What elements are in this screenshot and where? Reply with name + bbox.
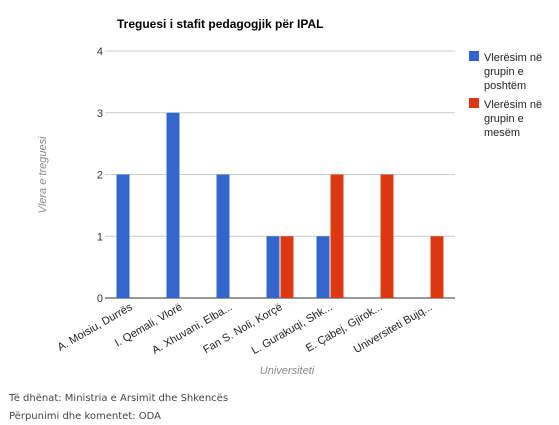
y-axis-ticks: 0 1 2 3 4 (97, 46, 103, 305)
y-tick-label: 2 (97, 170, 103, 182)
y-axis-label: Vlera e treguesi (37, 136, 49, 214)
y-tick-label: 4 (97, 46, 103, 58)
grid-layer (105, 50, 455, 299)
bar (430, 236, 444, 298)
legend-label: Vlerësim në grupin e poshtëm (484, 52, 542, 92)
legend-swatch (469, 98, 479, 108)
chart-title: Treguesi i stafit pedagogjik për IPAL (117, 17, 323, 31)
bar (330, 174, 344, 298)
bar (166, 112, 180, 298)
legend: Vlerësim në grupin e poshtëm Vlerësim në gru… (469, 51, 542, 139)
legend-label: Vlerësim në grupin e mesëm (484, 99, 542, 139)
bar (380, 174, 394, 298)
x-axis-label: Universiteti (260, 365, 315, 377)
legend-swatch (469, 51, 479, 61)
processing-note: Përpunimi dhe komentet: ODA (9, 411, 162, 422)
bar (216, 174, 230, 298)
bar (266, 236, 280, 298)
bar (116, 174, 130, 298)
bar-chart: Treguesi i stafit pedagogjik për IPAL 0 1… (37, 17, 542, 377)
bar (316, 236, 330, 298)
bars-layer (116, 112, 444, 298)
bar (280, 236, 294, 298)
data-source-note: Të dhënat: Ministria e Arsimit dhe Shken… (9, 393, 229, 404)
y-tick-label: 0 (97, 293, 103, 305)
y-tick-label: 3 (97, 108, 103, 120)
y-tick-label: 1 (97, 231, 103, 243)
